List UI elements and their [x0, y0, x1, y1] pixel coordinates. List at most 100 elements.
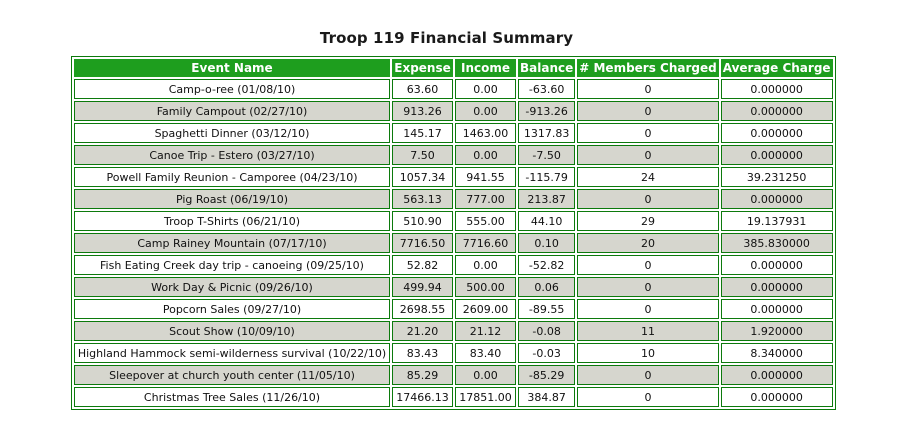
- table-row: Spaghetti Dinner (03/12/10) 145.17 1463.…: [74, 123, 833, 143]
- cell-event-name: Fish Eating Creek day trip - canoeing (0…: [74, 255, 390, 275]
- cell-event-name: Powell Family Reunion - Camporee (04/23/…: [74, 167, 390, 187]
- cell-event-name: Camp Rainey Mountain (07/17/10): [74, 233, 390, 253]
- cell-average-charge: 0.000000: [720, 189, 833, 209]
- table-row: Fish Eating Creek day trip - canoeing (0…: [74, 255, 833, 275]
- cell-balance: 384.87: [518, 387, 576, 407]
- table-row: Sleepover at church youth center (11/05/…: [74, 365, 833, 385]
- cell-average-charge: 0.000000: [720, 145, 833, 165]
- cell-expense: 21.20: [392, 321, 453, 341]
- cell-balance: -63.60: [518, 79, 576, 99]
- cell-members-charged: 10: [577, 343, 719, 363]
- cell-balance: -115.79: [518, 167, 576, 187]
- cell-event-name: Highland Hammock semi-wilderness surviva…: [74, 343, 390, 363]
- cell-expense: 510.90: [392, 211, 453, 231]
- cell-income: 777.00: [455, 189, 516, 209]
- cell-balance: 0.10: [518, 233, 576, 253]
- cell-income: 1463.00: [455, 123, 516, 143]
- cell-income: 0.00: [455, 145, 516, 165]
- cell-average-charge: 39.231250: [720, 167, 833, 187]
- cell-income: 83.40: [455, 343, 516, 363]
- cell-balance: -0.08: [518, 321, 576, 341]
- cell-event-name: Work Day & Picnic (09/26/10): [74, 277, 390, 297]
- cell-members-charged: 0: [577, 255, 719, 275]
- cell-members-charged: 29: [577, 211, 719, 231]
- page-title: Troop 119 Financial Summary: [319, 29, 574, 47]
- cell-expense: 83.43: [392, 343, 453, 363]
- cell-expense: 563.13: [392, 189, 453, 209]
- table-row: Camp Rainey Mountain (07/17/10) 7716.50 …: [74, 233, 833, 253]
- header-expense: Expense: [392, 59, 453, 77]
- table-row: Canoe Trip - Estero (03/27/10) 7.50 0.00…: [74, 145, 833, 165]
- header-income: Income: [455, 59, 516, 77]
- cell-members-charged: 0: [577, 189, 719, 209]
- cell-members-charged: 24: [577, 167, 719, 187]
- cell-income: 0.00: [455, 255, 516, 275]
- cell-expense: 7.50: [392, 145, 453, 165]
- cell-income: 0.00: [455, 365, 516, 385]
- cell-event-name: Popcorn Sales (09/27/10): [74, 299, 390, 319]
- cell-expense: 2698.55: [392, 299, 453, 319]
- cell-income: 555.00: [455, 211, 516, 231]
- cell-expense: 63.60: [392, 79, 453, 99]
- cell-expense: 85.29: [392, 365, 453, 385]
- cell-members-charged: 0: [577, 365, 719, 385]
- cell-expense: 17466.13: [392, 387, 453, 407]
- cell-event-name: Scout Show (10/09/10): [74, 321, 390, 341]
- cell-average-charge: 0.000000: [720, 101, 833, 121]
- cell-members-charged: 0: [577, 145, 719, 165]
- cell-members-charged: 0: [577, 101, 719, 121]
- cell-income: 500.00: [455, 277, 516, 297]
- cell-average-charge: 0.000000: [720, 299, 833, 319]
- cell-average-charge: 0.000000: [720, 387, 833, 407]
- cell-average-charge: 8.340000: [720, 343, 833, 363]
- table-row: Highland Hammock semi-wilderness surviva…: [74, 343, 833, 363]
- table-row: Scout Show (10/09/10) 21.20 21.12 -0.08 …: [74, 321, 833, 341]
- cell-balance: -89.55: [518, 299, 576, 319]
- cell-balance: -0.03: [518, 343, 576, 363]
- cell-average-charge: 19.137931: [720, 211, 833, 231]
- cell-average-charge: 1.920000: [720, 321, 833, 341]
- table-row: Troop T-Shirts (06/21/10) 510.90 555.00 …: [74, 211, 833, 231]
- cell-members-charged: 11: [577, 321, 719, 341]
- cell-income: 0.00: [455, 79, 516, 99]
- cell-members-charged: 0: [577, 277, 719, 297]
- cell-income: 2609.00: [455, 299, 516, 319]
- cell-members-charged: 0: [577, 387, 719, 407]
- table-row: Pig Roast (06/19/10) 563.13 777.00 213.8…: [74, 189, 833, 209]
- cell-event-name: Sleepover at church youth center (11/05/…: [74, 365, 390, 385]
- table-row: Family Campout (02/27/10) 913.26 0.00 -9…: [74, 101, 833, 121]
- cell-income: 0.00: [455, 101, 516, 121]
- table-row: Popcorn Sales (09/27/10) 2698.55 2609.00…: [74, 299, 833, 319]
- cell-balance: 213.87: [518, 189, 576, 209]
- cell-average-charge: 0.000000: [720, 123, 833, 143]
- table-row: Christmas Tree Sales (11/26/10) 17466.13…: [74, 387, 833, 407]
- cell-event-name: Canoe Trip - Estero (03/27/10): [74, 145, 390, 165]
- cell-income: 941.55: [455, 167, 516, 187]
- cell-expense: 145.17: [392, 123, 453, 143]
- cell-event-name: Pig Roast (06/19/10): [74, 189, 390, 209]
- cell-members-charged: 0: [577, 299, 719, 319]
- cell-event-name: Family Campout (02/27/10): [74, 101, 390, 121]
- cell-balance: 0.06: [518, 277, 576, 297]
- header-average-charge: Average Charge: [720, 59, 833, 77]
- cell-income: 17851.00: [455, 387, 516, 407]
- cell-event-name: Troop T-Shirts (06/21/10): [74, 211, 390, 231]
- cell-average-charge: 0.000000: [720, 255, 833, 275]
- cell-expense: 1057.34: [392, 167, 453, 187]
- cell-expense: 52.82: [392, 255, 453, 275]
- cell-balance: 1317.83: [518, 123, 576, 143]
- cell-expense: 913.26: [392, 101, 453, 121]
- cell-expense: 499.94: [392, 277, 453, 297]
- table-row: Powell Family Reunion - Camporee (04/23/…: [74, 167, 833, 187]
- cell-average-charge: 0.000000: [720, 79, 833, 99]
- cell-balance: -7.50: [518, 145, 576, 165]
- header-members-charged: # Members Charged: [577, 59, 719, 77]
- table-header-row: Event Name Expense Income Balance # Memb…: [74, 59, 833, 77]
- cell-members-charged: 0: [577, 79, 719, 99]
- cell-event-name: Christmas Tree Sales (11/26/10): [74, 387, 390, 407]
- header-event-name: Event Name: [74, 59, 390, 77]
- cell-balance: -85.29: [518, 365, 576, 385]
- header-balance: Balance: [518, 59, 576, 77]
- cell-average-charge: 385.830000: [720, 233, 833, 253]
- table-row: Camp-o-ree (01/08/10) 63.60 0.00 -63.60 …: [74, 79, 833, 99]
